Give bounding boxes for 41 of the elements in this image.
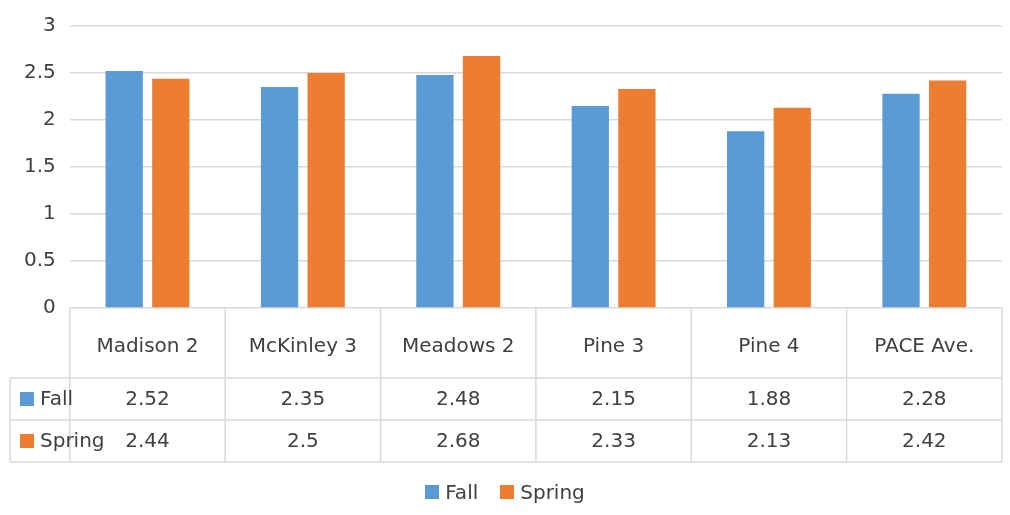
y-tick-label: 2 [43,106,56,131]
y-tick-label: 1 [43,200,56,225]
bar [773,107,811,308]
bar [571,105,609,308]
bar [727,131,765,308]
bar [416,74,454,308]
data-label: 2.5 [286,428,319,453]
text: Spring [520,480,585,504]
data-label: 2.48 [435,386,481,411]
x-tick-label: Madison 2 [96,333,199,358]
x-tick-label: PACE Ave. [874,333,975,358]
legend-label: Fall [40,386,74,411]
legend-label: Spring [40,428,105,453]
data-label: 2.28 [902,386,947,411]
y-tick-label: 1.5 [23,153,56,178]
data-label: 2.68 [435,428,481,453]
bar [618,88,656,308]
bar [928,80,967,308]
y-tick-label: 2.5 [23,59,56,84]
x-tick-label: McKinley 3 [248,333,358,358]
data-label: 2.33 [591,428,636,453]
data-label: 2.44 [125,428,170,453]
bar [152,78,190,308]
bar [260,87,299,308]
x-tick-label: Meadows 2 [401,333,515,358]
data-label: 2.52 [125,386,170,411]
data-label: 1.88 [746,386,792,411]
x-tick-label: Pine 4 [738,333,800,358]
x-tick-label: Pine 3 [582,333,645,358]
text: Fall [445,480,479,504]
data-label: 2.35 [280,386,326,411]
bar [462,56,501,308]
bar [105,71,143,308]
y-tick-label: 0 [43,294,56,319]
bar [882,93,920,308]
data-label: 2.42 [902,428,947,453]
data-label: 2.15 [591,386,636,411]
y-tick-label: 3 [43,12,56,37]
bar [307,73,345,308]
data-label: 2.13 [746,428,792,453]
y-tick-label: 0.5 [23,247,56,272]
